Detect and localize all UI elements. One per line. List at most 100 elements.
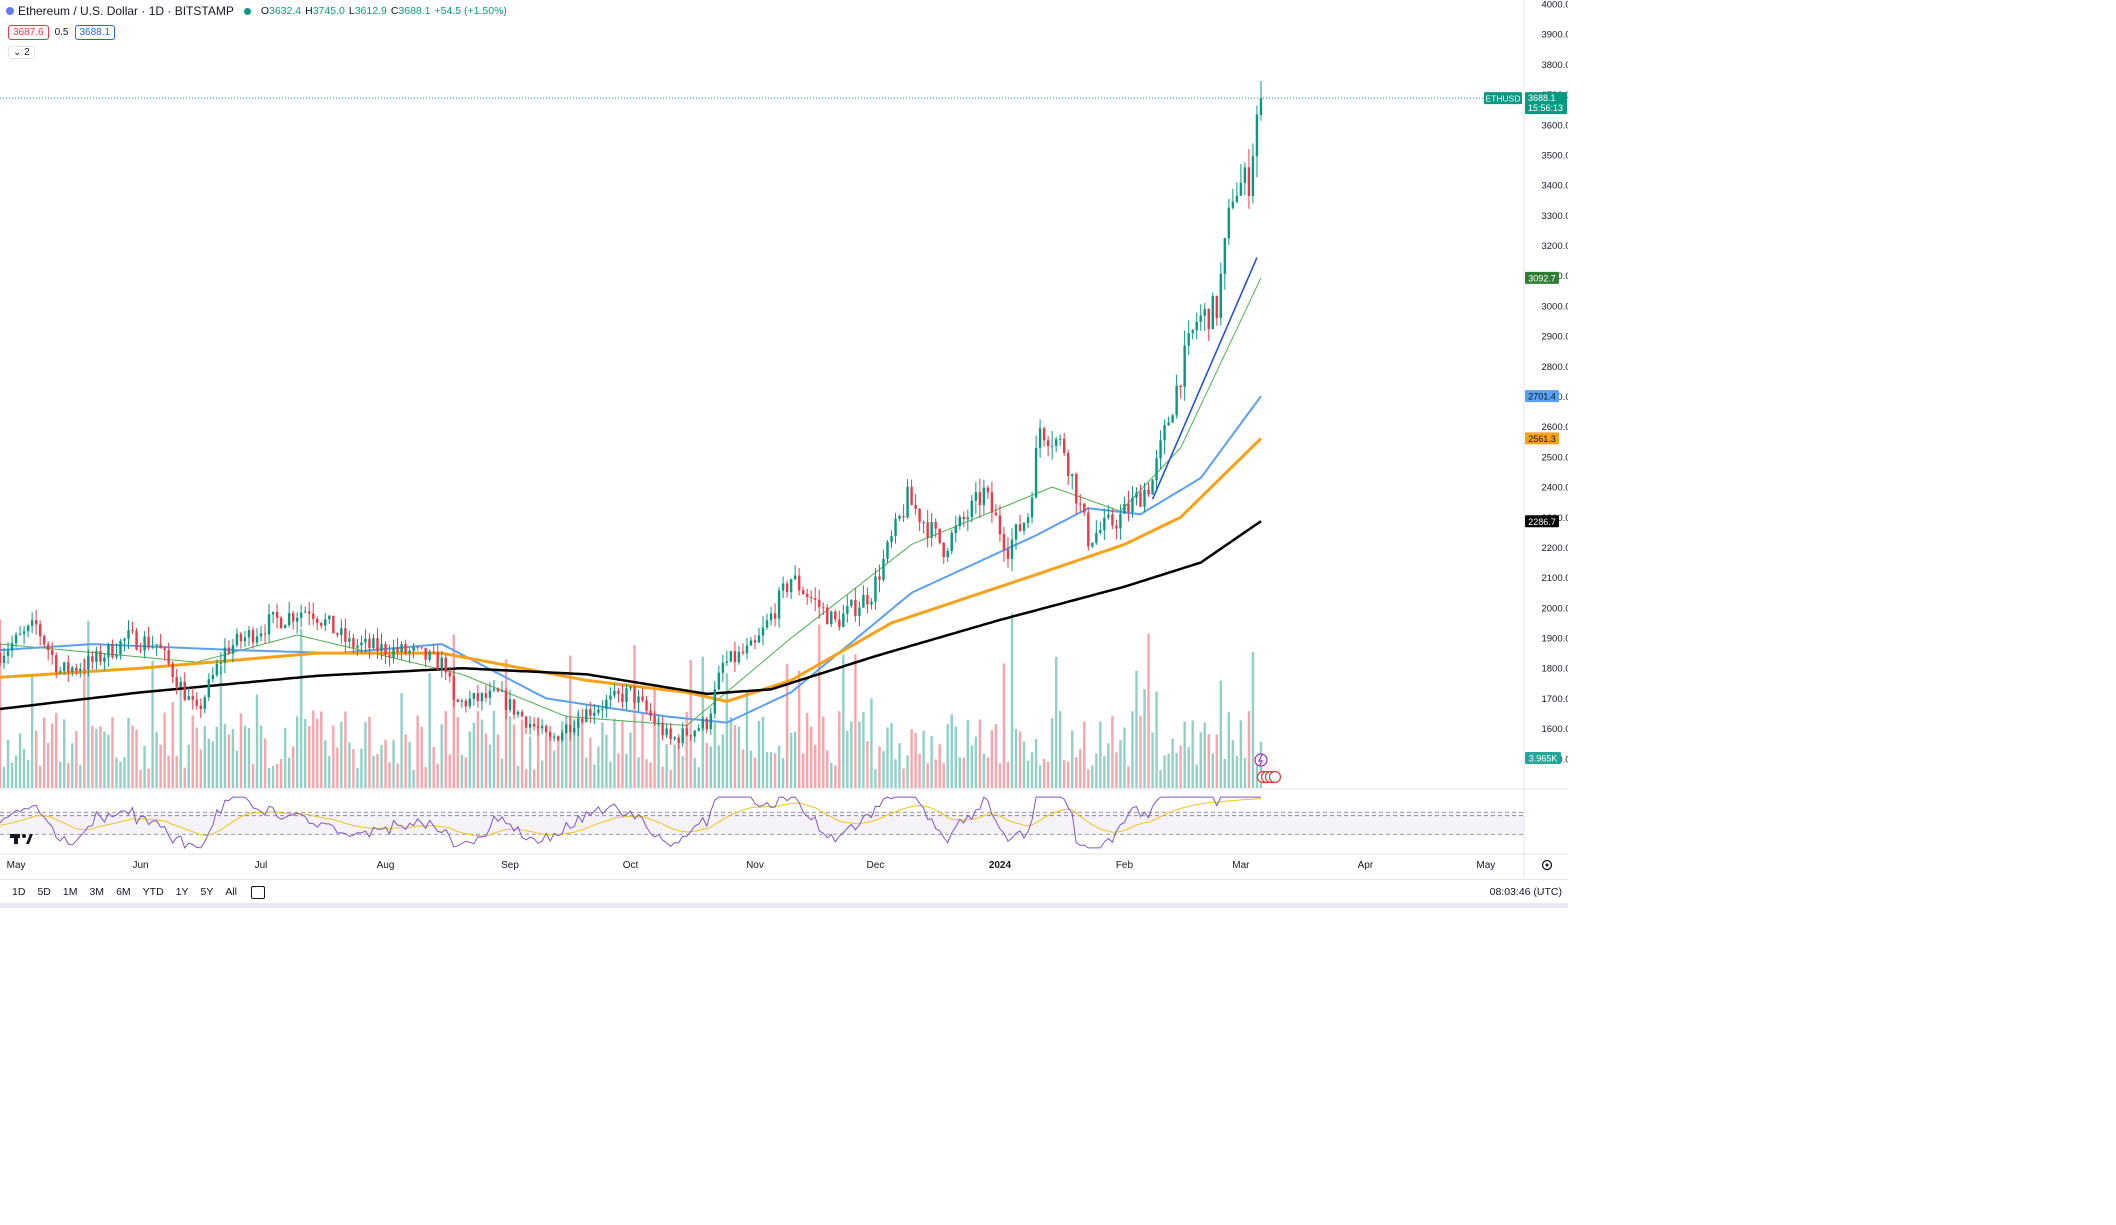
buy-button[interactable]: 3688.1 [74,25,116,40]
candle [1211,292,1214,330]
volume-bar [22,748,26,788]
candle [99,644,102,666]
volume-bar [898,743,901,788]
candle [95,646,98,670]
candle-body [396,647,399,652]
volume-bar [143,745,146,788]
volume-bar [645,759,648,788]
timeframe-1d[interactable]: 1D [12,886,26,898]
timeframe-5d[interactable]: 5D [37,886,51,898]
candle [709,707,713,735]
candle-body [480,693,484,702]
gear-icon-center [1545,863,1549,867]
candle-body [797,575,801,591]
y-tick-label: 1700.0 [1541,694,1568,705]
volume-bar [814,744,817,788]
candle-body [1163,425,1166,441]
volume-bar [448,754,451,788]
timeframe-1m[interactable]: 1M [62,886,78,898]
candle [814,587,817,612]
timeframe-3m[interactable]: 3M [89,886,105,898]
candle-body [898,516,901,519]
candle-body [573,728,576,733]
volume-bar [1075,757,1078,788]
candle [1195,312,1198,340]
sell-button[interactable]: 3687.6 [8,25,49,40]
volume-bar [243,725,247,788]
candle [1163,419,1166,455]
symbol-title[interactable]: Ethereum / U.S. Dollar · 1D · BITSTAMP [6,4,234,18]
volume-bar [6,739,10,788]
volume-bar [677,743,680,788]
candle [1030,491,1034,524]
volume-bar [267,767,271,788]
candle [14,631,18,648]
timeframe-ytd[interactable]: YTD [142,886,164,898]
candle-body [316,618,319,624]
candle [183,672,186,702]
candle [966,509,970,532]
volume-bar [962,757,966,788]
candle-body [14,634,18,644]
candle [123,637,126,652]
candle-body [862,594,865,608]
candle-body [107,644,110,658]
lightning-icon-bolt [1257,754,1263,766]
volume-bar [998,763,1002,788]
volume-bar [1187,746,1190,788]
candle-body [801,590,805,595]
timeframe-1y[interactable]: 1Y [175,886,189,898]
volume-bar [380,744,383,788]
volume-bar [1171,738,1174,788]
candle-body [866,594,869,605]
candle-body [1171,415,1174,423]
candle-body [741,651,745,654]
candle [822,602,825,615]
countdown-label: 15:56:13 [1528,103,1563,113]
candle [797,567,801,596]
volume-bar [1215,734,1219,788]
candle [637,690,640,712]
candle-body [55,655,58,673]
candle [1247,149,1251,209]
timeframe-5y[interactable]: 5Y [200,886,214,898]
candle [1067,449,1070,486]
volume-bar [914,732,917,788]
volume-bar [1131,711,1134,788]
volume-label: 3.965K [1529,754,1558,764]
candle [1075,472,1078,514]
candle-body [914,505,917,509]
y-tick-label: 2200.0 [1541,543,1568,554]
candle [524,715,528,734]
candle [1199,304,1202,331]
calendar-icon[interactable] [251,885,266,899]
ma-value-label: 2701.4 [1528,392,1556,402]
candle [520,709,524,718]
candle-body [103,657,106,662]
volume-bar [1042,758,1046,788]
volume-bar [822,716,825,788]
timeframe-6m[interactable]: 6M [116,886,131,898]
volume-bar [1058,711,1062,788]
y-tick-label: 2400.0 [1541,483,1568,494]
candle [444,654,447,681]
volume-bar [665,744,668,788]
utc-clock[interactable]: 08:03:46 (UTC) [1489,886,1562,898]
candle [1014,523,1018,550]
candle-body [785,583,789,593]
chart-canvas[interactable]: 86.1781.5579.8670.72 1500.01600.01700.01… [0,0,1568,908]
volume-bar [769,752,773,788]
candle [1079,494,1082,512]
candle [789,578,793,600]
volume-bar [464,757,468,788]
candle-body [589,709,592,716]
volume-bar [26,759,30,788]
y-tick-label: 4000.0 [1541,0,1568,11]
candle [601,700,604,719]
volume-bar [444,711,447,788]
timeframe-all[interactable]: All [225,886,238,898]
candle-body [773,613,777,619]
volume-bar [332,725,335,788]
indicators-toggle[interactable]: ⌄ 2 [8,46,35,59]
volume-bar [275,763,279,788]
